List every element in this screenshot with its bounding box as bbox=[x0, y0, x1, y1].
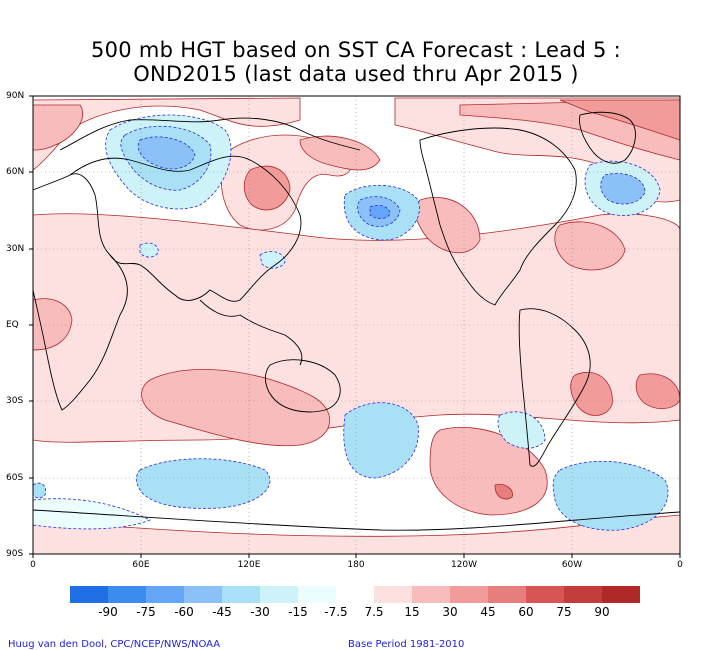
map-field bbox=[33, 96, 680, 554]
lon-label-0: 0 bbox=[30, 560, 36, 570]
lat-label-60n: 60N bbox=[6, 167, 25, 177]
colorbar-swatch bbox=[298, 586, 336, 603]
colorbar-label: 30 bbox=[442, 605, 458, 619]
lon-label-120w: 120W bbox=[450, 560, 478, 570]
colorbar-swatch bbox=[184, 586, 222, 603]
colorbar-swatch bbox=[526, 586, 564, 603]
colorbar-label: -90 bbox=[98, 605, 118, 619]
colorbar-label: -45 bbox=[212, 605, 232, 619]
footer-credit: Huug van den Dool, CPC/NCEP/NWS/NOAA bbox=[8, 639, 221, 650]
colorbar-swatch bbox=[450, 586, 488, 603]
lat-label-90s: 90S bbox=[6, 549, 24, 559]
positive-anomaly-regions bbox=[33, 97, 680, 554]
lon-label-180: 180 bbox=[347, 560, 365, 570]
colorbar-swatch bbox=[70, 586, 108, 603]
colorbar-swatch bbox=[108, 586, 146, 603]
chart-title-line1: 500 mb HGT based on SST CA Forecast : Le… bbox=[90, 38, 622, 62]
axis-ticks bbox=[29, 95, 681, 558]
chart-title-line2: OND2015 (last data used thru Apr 2015 ) bbox=[133, 62, 579, 86]
colorbar-swatch bbox=[260, 586, 298, 603]
greenland-coast bbox=[579, 111, 636, 164]
colorbar-swatch bbox=[488, 586, 526, 603]
colorbar-label: 7.5 bbox=[364, 605, 384, 619]
lat-label-90n: 90N bbox=[6, 91, 25, 101]
lat-label-60s: 60S bbox=[6, 473, 24, 483]
south-america-coast bbox=[518, 308, 591, 467]
colorbar-label: 15 bbox=[404, 605, 420, 619]
colorbar-label: 45 bbox=[480, 605, 496, 619]
colorbar-label: -30 bbox=[250, 605, 270, 619]
lon-label-60w: 60W bbox=[561, 560, 583, 570]
north-america-coast bbox=[419, 127, 577, 306]
lon-label-0-east: 0 bbox=[677, 560, 683, 570]
colorbar-label: 75 bbox=[556, 605, 572, 619]
colorbar-swatch bbox=[602, 586, 640, 603]
colorbar-label: -7.5 bbox=[324, 605, 348, 619]
colorbar-label: -60 bbox=[174, 605, 194, 619]
north-eurasia-coast bbox=[59, 117, 361, 151]
australia-coast bbox=[264, 359, 341, 413]
lat-label-30s: 30S bbox=[6, 396, 24, 406]
lat-label-30n: 30N bbox=[6, 244, 25, 254]
colorbar-swatch bbox=[336, 586, 374, 603]
africa-coast bbox=[33, 173, 128, 411]
footer-base-period: Base Period 1981-2010 bbox=[348, 639, 465, 650]
colorbar-label: -15 bbox=[288, 605, 308, 619]
grid-lines bbox=[33, 96, 680, 554]
colorbar-swatch bbox=[412, 586, 450, 603]
negative-anomaly-regions bbox=[33, 114, 669, 531]
colorbar-swatch bbox=[564, 586, 602, 603]
eurasia-coast bbox=[69, 155, 302, 302]
colorbar-label: -75 bbox=[136, 605, 156, 619]
colorbar-swatch bbox=[222, 586, 260, 603]
lon-label-60e: 60E bbox=[132, 560, 150, 570]
colorbar bbox=[70, 586, 640, 603]
se-asia-coast bbox=[199, 299, 303, 366]
colorbar-swatch bbox=[146, 586, 184, 603]
colorbar-label: 60 bbox=[518, 605, 534, 619]
lon-label-120e: 120E bbox=[237, 560, 261, 570]
colorbar-label: 90 bbox=[594, 605, 610, 619]
colorbar-swatch bbox=[374, 586, 412, 603]
lat-label-eq: EQ bbox=[6, 320, 19, 330]
